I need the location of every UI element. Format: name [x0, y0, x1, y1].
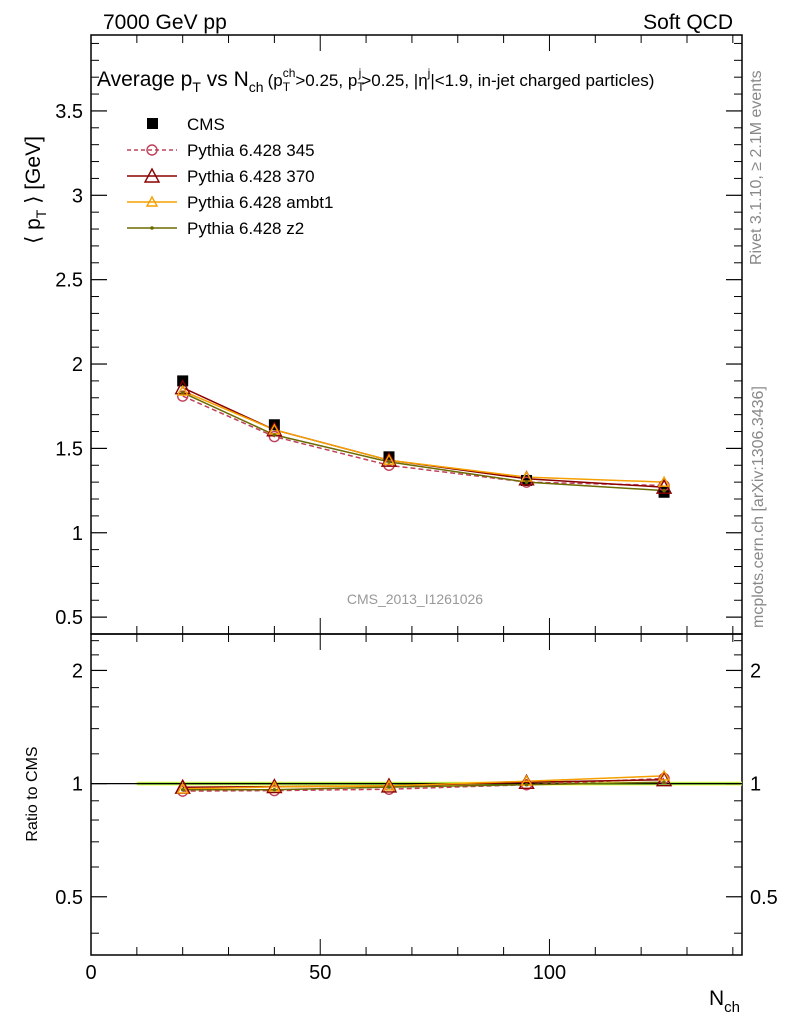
main-point-z2: [387, 460, 391, 464]
x-tick-label: 50: [309, 962, 331, 984]
ratio-point-z2: [662, 780, 666, 785]
main-point-ambt1: [176, 384, 189, 396]
header-right: Soft QCD: [643, 11, 733, 34]
main-point-ambt1: [657, 475, 671, 487]
main-series-markers: [174, 375, 673, 498]
legend-entry-cms: CMS: [147, 115, 225, 134]
main-y-tick-label: 1: [72, 523, 83, 545]
ratio-axis-ticks: 0.5 0.5 1 1 2 2 0 50 100: [55, 634, 778, 984]
ratio-y-tick-label-right: 2: [750, 660, 761, 682]
legend-z2-marker: [150, 226, 154, 230]
main-point-z2: [662, 488, 666, 493]
ratio-y-tick-label-left: 2: [72, 660, 83, 682]
main-line-ambt1: [182, 390, 665, 483]
main-y-tick-label: 2: [72, 354, 83, 376]
main-series-lines: [182, 387, 665, 492]
ratio-point-z2: [387, 785, 391, 789]
ratio-point-ambt1: [382, 779, 396, 791]
legend-entry-pythia-z2: Pythia 6.428 z2: [127, 219, 304, 238]
main-line-p370: [182, 387, 665, 488]
legend-entry-pythia-370: Pythia 6.428 370: [127, 167, 315, 186]
main-point-z2: [272, 433, 277, 437]
main-axis-ticks: 0.5 1 1.5 2 2.5 3 3.5: [55, 35, 742, 634]
main-y-axis-label: ⟨ pT ⟩ [GeV]: [22, 136, 49, 244]
main-point-ambt1: [382, 453, 396, 465]
rivet-label: Rivet 3.1.10, ≥ 2.1M events: [748, 70, 765, 265]
x-axis-label: Nch: [709, 987, 740, 1016]
ratio-point-z2: [180, 787, 185, 792]
ratio-point-ambt1: [176, 782, 189, 794]
ratio-plot-frame: [90, 633, 743, 956]
ratio-point-p345: [176, 785, 189, 797]
ratio-point-ambt1: [657, 769, 671, 781]
ratio-y-axis-label: Ratio to CMS: [24, 746, 41, 841]
legend: CMS Pythia 6.428 345 Pythia 6.428 370 Py…: [127, 115, 333, 238]
ratio-y-tick-label-right: 1: [750, 774, 761, 796]
ratio-y-tick-label-left: 1: [72, 774, 83, 796]
main-point-cms: [383, 451, 395, 463]
legend-cms-marker: [147, 118, 158, 129]
ratio-y-tick-label-right: 0.5: [750, 887, 778, 909]
main-y-tick-label: 0.5: [55, 607, 83, 629]
main-line-p345: [182, 395, 665, 487]
ratio-point-p370: [655, 771, 673, 787]
main-point-z2: [524, 480, 529, 484]
main-point-z2: [180, 390, 185, 395]
main-y-tick-label: 2.5: [55, 270, 83, 292]
header-left: 7000 GeV pp: [103, 11, 227, 34]
main-point-p345: [268, 430, 281, 443]
ratio-point-p370: [266, 778, 283, 794]
ratio-series-markers: [174, 769, 673, 797]
legend-z2-label: Pythia 6.428 z2: [187, 219, 304, 238]
ratio-point-p370: [380, 777, 398, 793]
legend-entry-pythia-ambt1: Pythia 6.428 ambt1: [127, 193, 333, 212]
ratio-point-z2: [524, 782, 529, 787]
legend-ambt1-marker: [145, 195, 159, 207]
x-tick-label: 0: [85, 962, 96, 984]
legend-entry-pythia-345: Pythia 6.428 345: [127, 141, 315, 160]
x-tick-label: 100: [533, 962, 566, 984]
legend-370-label: Pythia 6.428 370: [187, 167, 315, 186]
legend-ambt1-label: Pythia 6.428 ambt1: [187, 193, 333, 212]
plot-title: Average pT vs Nch (pTch>0.25, pTj>0.25, |…: [97, 66, 654, 95]
main-y-tick-label: 3.5: [55, 101, 83, 123]
legend-370-marker: [143, 167, 161, 183]
legend-345-label: Pythia 6.428 345: [187, 141, 315, 160]
analysis-watermark: CMS_2013_I1261026: [347, 591, 483, 607]
ratio-point-z2: [272, 787, 277, 792]
main-point-p370: [380, 451, 398, 467]
legend-cms-label: CMS: [187, 115, 225, 134]
mcplots-label: mcplots.cern.ch [arXiv:1306.3436]: [750, 386, 767, 628]
main-y-tick-label: 3: [72, 185, 83, 207]
legend-345-marker: [146, 144, 158, 156]
ratio-y-tick-label-left: 0.5: [55, 887, 83, 909]
main-line-z2: [182, 392, 665, 492]
main-y-tick-label: 1.5: [55, 438, 83, 460]
